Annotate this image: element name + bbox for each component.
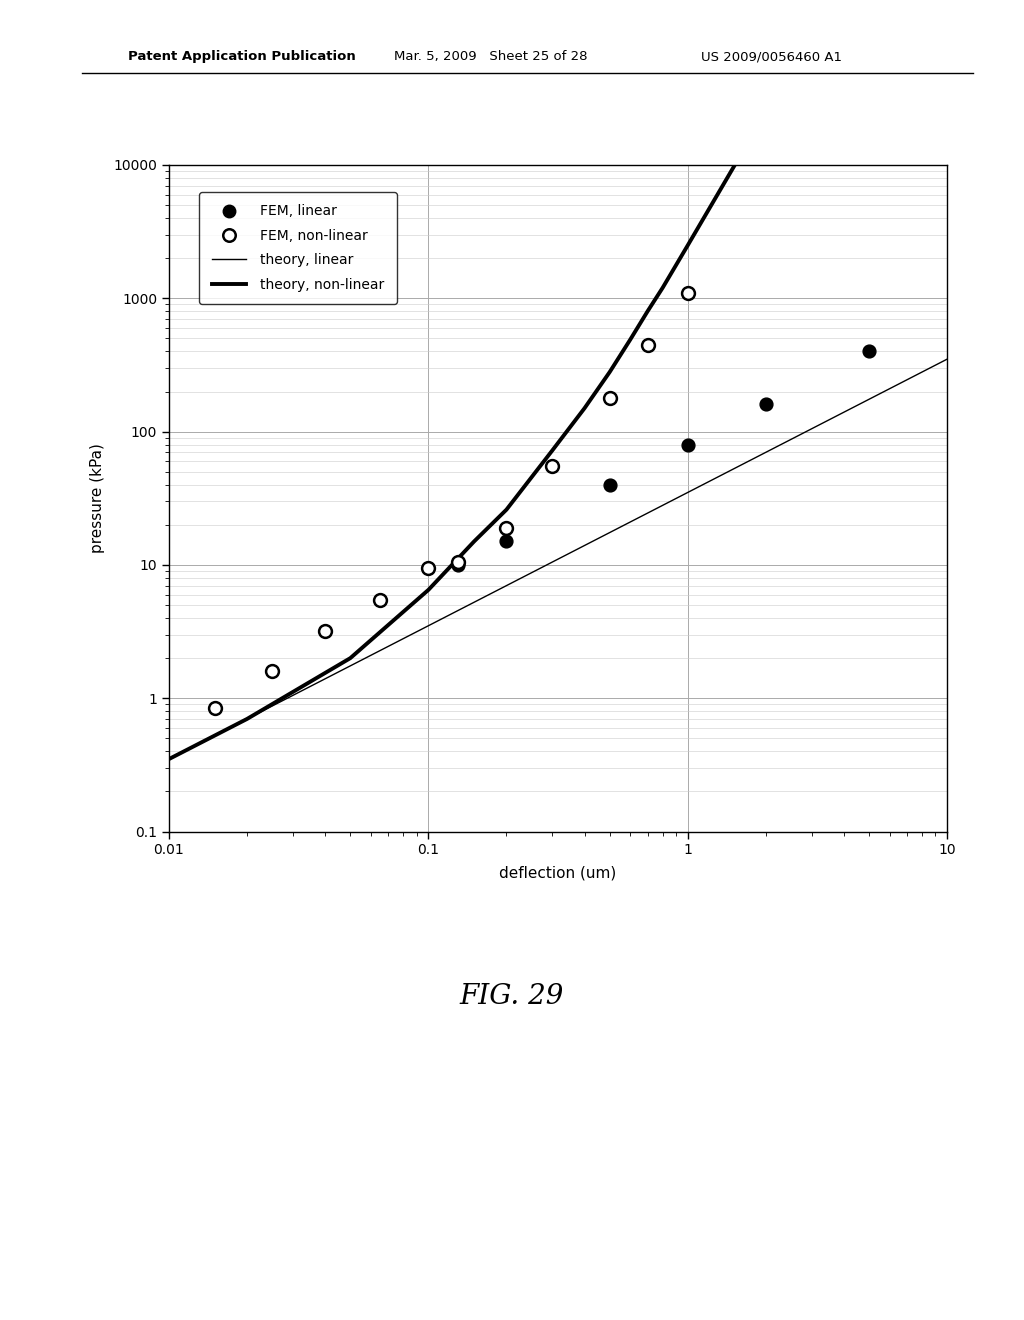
Point — [499, 531, 515, 552]
Point — [207, 697, 223, 718]
Text: FIG. 29: FIG. 29 — [460, 983, 564, 1010]
Point — [420, 557, 436, 578]
Point — [639, 334, 655, 355]
Text: Patent Application Publication: Patent Application Publication — [128, 50, 355, 63]
Point — [861, 341, 878, 362]
Point — [372, 589, 388, 610]
Point — [450, 554, 466, 576]
Point — [317, 620, 334, 642]
Point — [499, 517, 515, 539]
Point — [758, 393, 774, 414]
Text: US 2009/0056460 A1: US 2009/0056460 A1 — [701, 50, 843, 63]
X-axis label: deflection (um): deflection (um) — [500, 866, 616, 880]
Y-axis label: pressure (kPa): pressure (kPa) — [90, 444, 104, 553]
Point — [680, 434, 696, 455]
Point — [601, 387, 617, 408]
Point — [450, 552, 466, 573]
Point — [601, 474, 617, 495]
Text: Mar. 5, 2009   Sheet 25 of 28: Mar. 5, 2009 Sheet 25 of 28 — [394, 50, 588, 63]
Point — [680, 282, 696, 304]
Legend: FEM, linear, FEM, non-linear, theory, linear, theory, non-linear: FEM, linear, FEM, non-linear, theory, li… — [200, 191, 397, 304]
Point — [264, 660, 281, 681]
Point — [544, 455, 560, 477]
